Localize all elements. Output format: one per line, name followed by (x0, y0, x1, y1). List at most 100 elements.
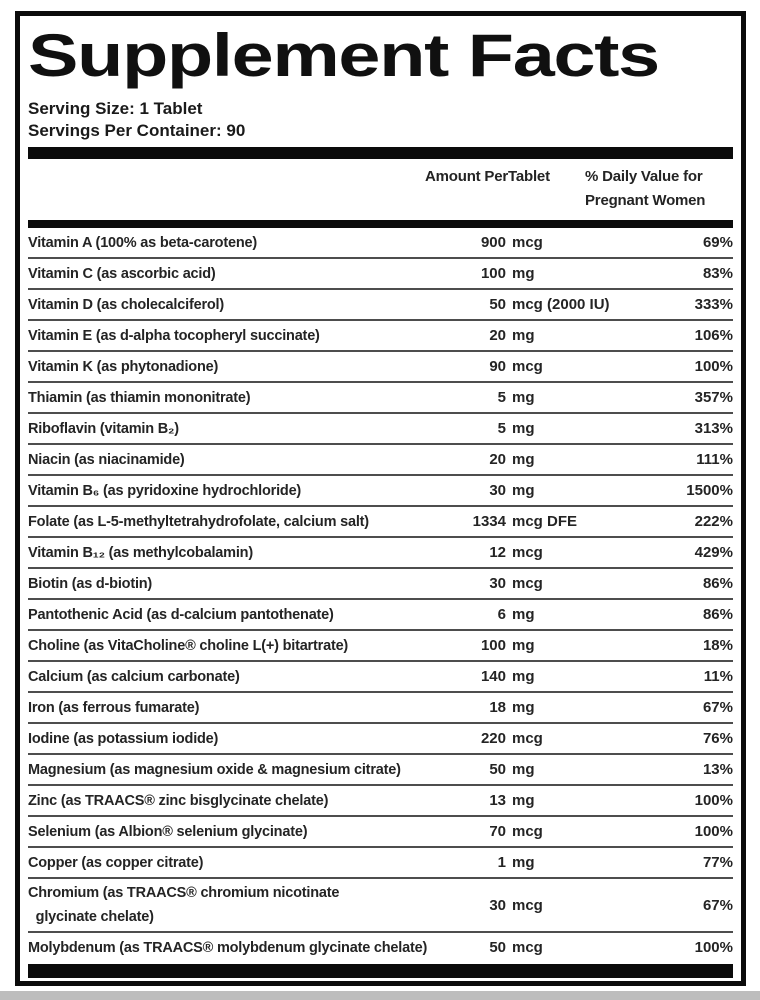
nutrient-name: Selenium (as Albion® selenium glycinate) (28, 823, 308, 840)
nutrient-amount-unit: mg (512, 606, 535, 623)
nutrient-daily-value: 67% (702, 699, 733, 716)
servings-per-container: Servings Per Container: 90 (28, 121, 246, 140)
nutrient-daily-value: 18% (702, 637, 733, 654)
nutrient-row: Vitamin C (as ascorbic acid) 100 mg 83% (28, 257, 733, 288)
nutrient-row: Chromium (as TRAACS® chromium nicotinate… (28, 877, 733, 931)
nutrient-amount: 5 mg (438, 420, 628, 437)
nutrient-name: Thiamin (as thiamin mononitrate) (28, 389, 251, 406)
supplement-facts-panel: Supplement Facts Serving Size: 1 Tablet … (15, 11, 746, 986)
nutrient-amount: 5 mg (438, 389, 628, 406)
nutrient-daily-value: 100% (694, 358, 733, 375)
nutrient-daily-value: 111% (696, 451, 733, 468)
nutrient-amount: 20 mg (438, 327, 628, 344)
nutrient-row: Vitamin B₆ (as pyridoxine hydrochloride)… (28, 474, 733, 505)
panel-title: Supplement Facts (28, 22, 660, 89)
nutrient-name: Iron (as ferrous fumarate) (28, 699, 200, 716)
nutrient-amount-number: 100 (480, 265, 506, 282)
column-header-daily-value: % Daily Value for Pregnant Women (585, 165, 733, 213)
nutrient-row: Vitamin A (100% as beta-carotene) 900 mc… (28, 228, 733, 257)
nutrient-row: Pantothenic Acid (as d-calcium pantothen… (28, 598, 733, 629)
nutrient-row: Choline (as VitaCholine® choline L(+) bi… (28, 629, 733, 660)
nutrient-daily-value: 357% (694, 389, 733, 406)
nutrient-amount-number: 18 (489, 699, 506, 716)
nutrient-amount-unit: mcg DFE (512, 513, 578, 530)
nutrient-row: Iodine (as potassium iodide) 220 mcg 76% (28, 722, 733, 753)
nutrient-name: Riboflavin (vitamin B₂) (28, 420, 179, 437)
column-header-dv-line1: % Daily Value for (585, 168, 703, 185)
nutrient-amount-unit: mg (512, 761, 535, 778)
nutrient-name: Vitamin C (as ascorbic acid) (28, 265, 216, 282)
nutrient-amount: 1 mg (438, 854, 628, 871)
nutrient-row: Calcium (as calcium carbonate) 140 mg 11… (28, 660, 733, 691)
nutrient-amount: 13 mg (438, 792, 628, 809)
nutrient-rows: Vitamin A (100% as beta-carotene) 900 mc… (28, 228, 733, 962)
nutrient-amount: 12 mcg (438, 544, 628, 561)
nutrient-row: Vitamin B₁₂ (as methylcobalamin) 12 mcg … (28, 536, 733, 567)
divider-bar-bottom (28, 964, 733, 978)
nutrient-amount-number: 140 (480, 668, 506, 685)
nutrient-row: Vitamin K (as phytonadione) 90 mcg 100% (28, 350, 733, 381)
nutrient-name: Vitamin B₁₂ (as methylcobalamin) (28, 544, 253, 561)
nutrient-row: Vitamin E (as d-alpha tocopheryl succina… (28, 319, 733, 350)
nutrient-name: Chromium (as TRAACS® chromium nicotinate… (28, 885, 340, 925)
nutrient-amount-number: 5 (497, 389, 506, 406)
nutrient-amount-number: 5 (497, 420, 506, 437)
nutrient-amount-unit: mcg (512, 544, 543, 561)
column-header-dv-line2: Pregnant Women (585, 192, 706, 209)
nutrient-amount-unit: mcg (2000 IU) (512, 296, 610, 313)
nutrient-daily-value: 86% (702, 575, 733, 592)
nutrient-name: Niacin (as niacinamide) (28, 451, 185, 468)
nutrient-amount-number: 20 (489, 451, 506, 468)
nutrient-amount-number: 12 (489, 544, 506, 561)
nutrient-amount-unit: mg (512, 451, 535, 468)
nutrient-amount-number: 30 (489, 482, 506, 499)
nutrient-amount-unit: mcg (512, 358, 543, 375)
nutrient-daily-value: 429% (694, 544, 733, 561)
nutrient-name: Vitamin E (as d-alpha tocopheryl succina… (28, 327, 320, 344)
nutrient-amount-unit: mg (512, 792, 535, 809)
nutrient-amount-number: 50 (489, 939, 506, 956)
nutrient-daily-value: 106% (694, 327, 733, 344)
nutrient-daily-value: 69% (702, 234, 733, 251)
nutrient-name: Biotin (as d-biotin) (28, 575, 153, 592)
nutrient-amount: 100 mg (438, 637, 628, 654)
nutrient-daily-value: 11% (703, 668, 733, 685)
nutrient-amount-number: 6 (497, 606, 506, 623)
nutrient-row: Magnesium (as magnesium oxide & magnesiu… (28, 753, 733, 784)
nutrient-daily-value: 67% (702, 896, 733, 914)
nutrient-amount-unit: mcg (512, 730, 543, 747)
nutrient-amount: 50 mg (438, 761, 628, 778)
nutrient-amount: 6 mg (438, 606, 628, 623)
nutrient-amount-unit: mcg (512, 575, 543, 592)
nutrient-amount-unit: mg (512, 637, 535, 654)
nutrient-amount: 30 mcg (438, 575, 628, 592)
nutrient-amount-unit: mg (512, 854, 535, 871)
nutrient-daily-value: 333% (694, 296, 733, 313)
nutrient-daily-value: 100% (694, 792, 733, 809)
nutrient-row: Riboflavin (vitamin B₂) 5 mg 313% (28, 412, 733, 443)
nutrient-daily-value: 313% (694, 420, 733, 437)
nutrient-amount: 30 mg (438, 482, 628, 499)
nutrient-amount: 90 mcg (438, 358, 628, 375)
nutrient-amount: 1334 mcg DFE (438, 513, 628, 530)
table-header: Amount Per Tablet % Daily Value for Preg… (28, 159, 733, 220)
header-spacer (28, 165, 425, 213)
nutrient-row: Copper (as copper citrate) 1 mg 77% (28, 846, 733, 877)
nutrient-name: Vitamin A (100% as beta-carotene) (28, 234, 257, 251)
nutrient-amount-unit: mg (512, 482, 535, 499)
divider-bar-top (28, 147, 733, 159)
nutrient-amount: 50 mcg (2000 IU) (438, 296, 628, 313)
nutrient-amount-unit: mg (512, 668, 535, 685)
nutrient-amount-number: 50 (489, 761, 506, 778)
nutrient-amount: 50 mcg (438, 939, 628, 956)
nutrient-amount-unit: mg (512, 327, 535, 344)
nutrient-name: Magnesium (as magnesium oxide & magnesiu… (28, 761, 401, 778)
nutrient-daily-value: 86% (702, 606, 733, 623)
column-header-amount: Amount Per Tablet (425, 165, 585, 213)
nutrient-amount-number: 220 (480, 730, 506, 747)
nutrient-daily-value: 1500% (686, 482, 733, 499)
nutrient-row: Niacin (as niacinamide) 20 mg 111% (28, 443, 733, 474)
divider-bar-under-header (28, 220, 733, 228)
page-bottom-strip (0, 991, 760, 1000)
nutrient-daily-value: 77% (702, 854, 733, 871)
